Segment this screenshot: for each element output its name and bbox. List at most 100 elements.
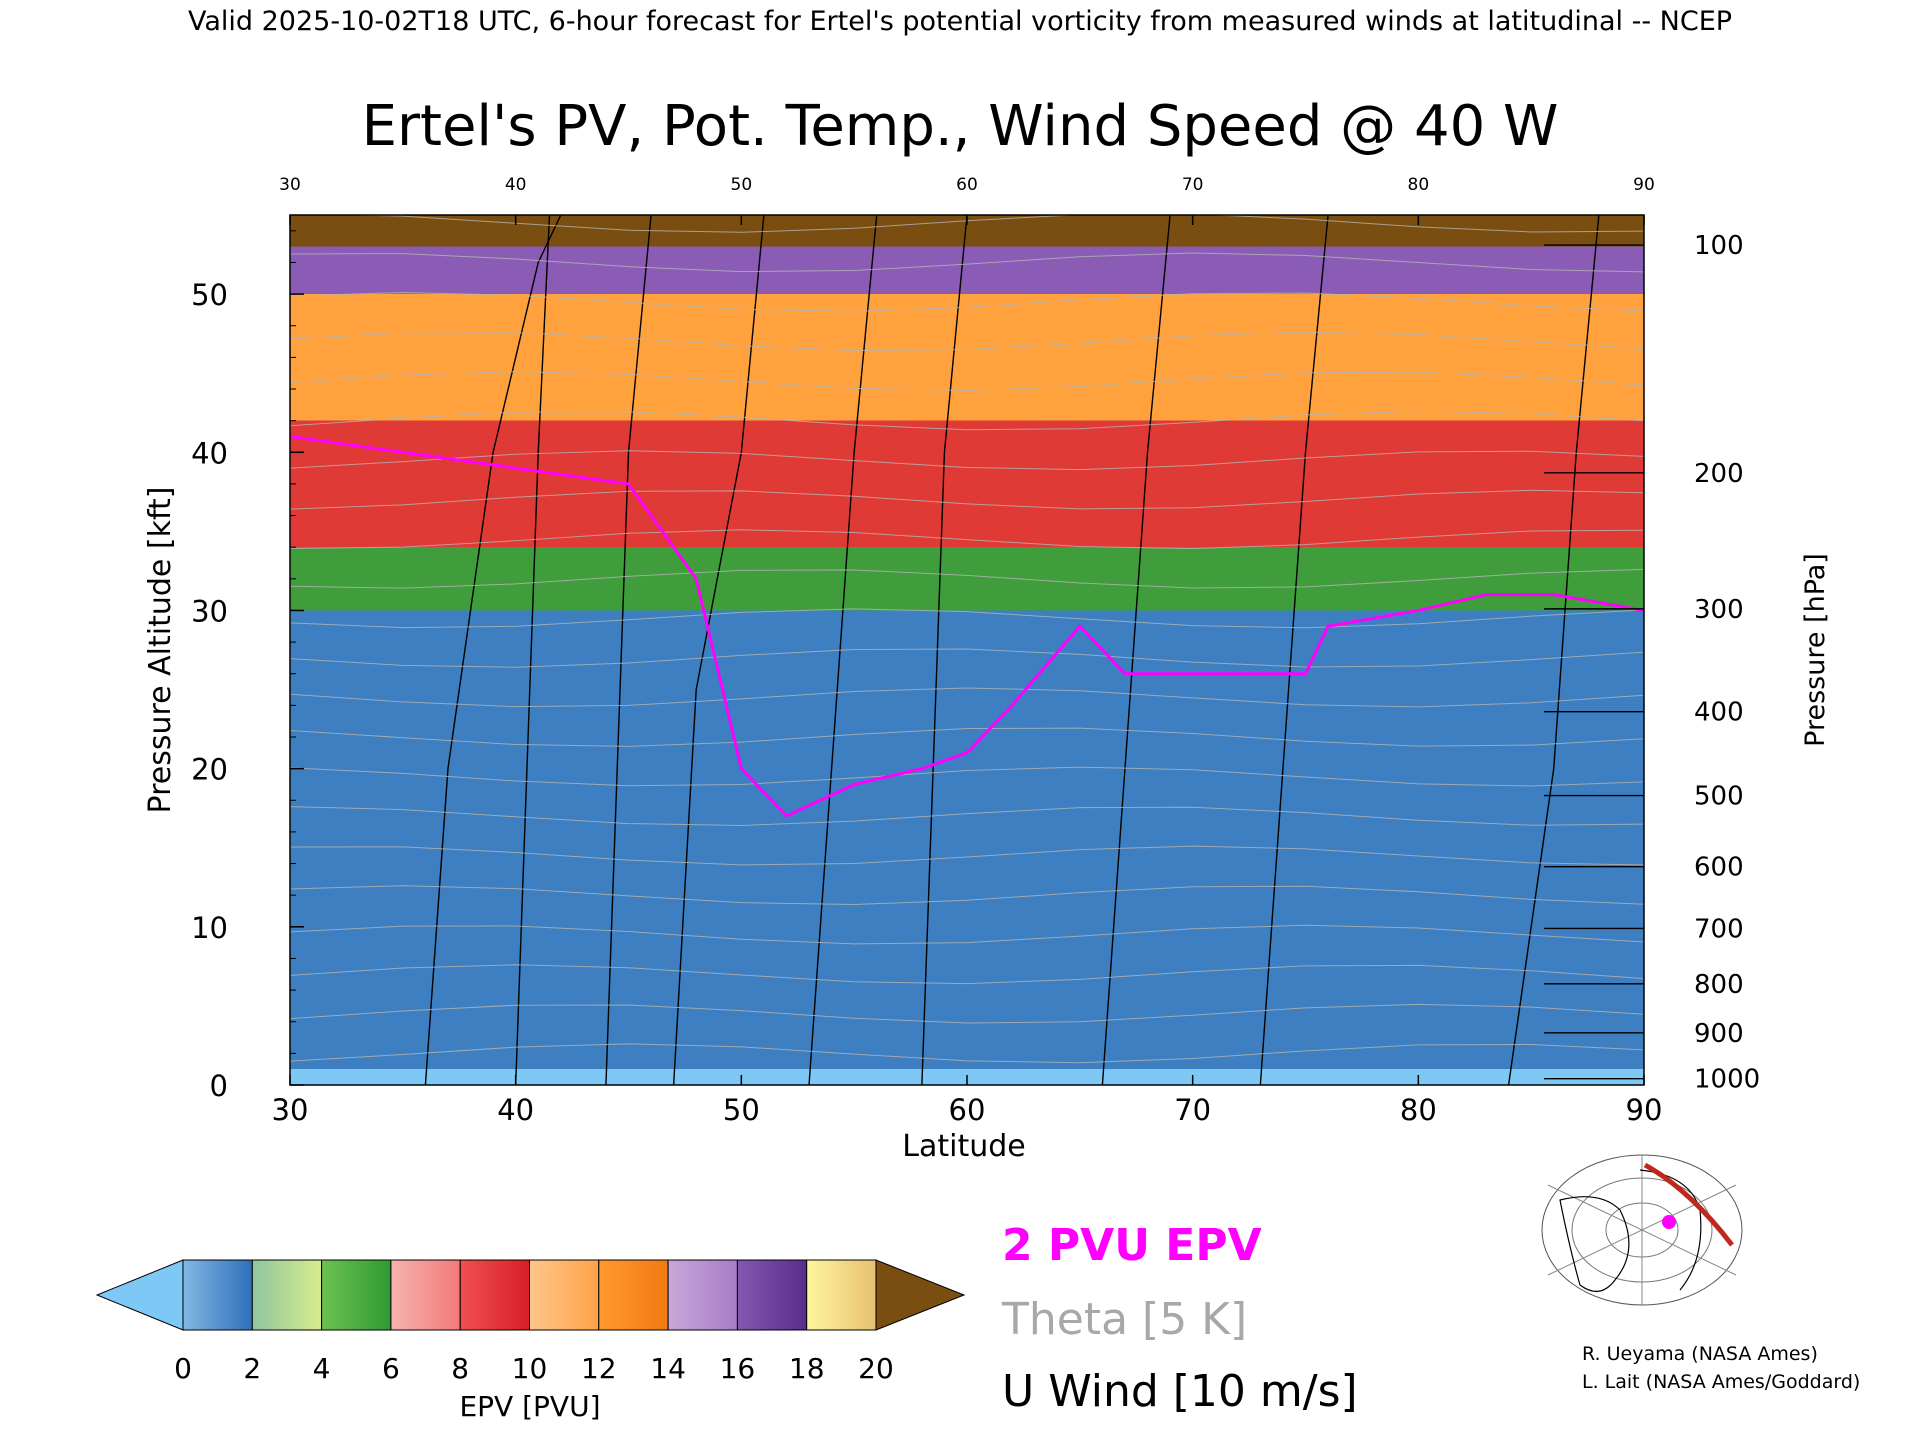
epv-field xyxy=(290,215,1644,1085)
u-wind-contour-line xyxy=(1101,215,1171,1085)
theta-contour-line xyxy=(290,1043,1644,1064)
theta-contour-line xyxy=(290,687,1644,708)
pressure-tick-label: 800 xyxy=(1694,970,1744,1000)
theta-contour-line xyxy=(290,410,1644,431)
x-tick-label: 50 xyxy=(723,1093,760,1127)
theta-contour-line xyxy=(290,1003,1644,1024)
map-meridian-3 xyxy=(1547,1184,1737,1276)
colorbar-band xyxy=(321,1259,392,1331)
theta-contour-line xyxy=(290,371,1644,391)
theta-contour-line xyxy=(290,964,1644,985)
chart-title: Ertel's PV, Pot. Temp., Wind Speed @ 40 … xyxy=(362,94,1559,159)
colorbar-band xyxy=(182,1259,253,1331)
colorbar-band xyxy=(598,1259,669,1331)
map-location-marker xyxy=(1662,1215,1676,1229)
y-tick-label: 50 xyxy=(191,278,228,312)
top-tick-label: 70 xyxy=(1182,175,1204,195)
y-tick-label: 10 xyxy=(191,911,228,945)
theta-contour-line xyxy=(290,806,1644,826)
map-cross-section-path xyxy=(1643,1162,1734,1247)
plot-area xyxy=(289,214,1645,1086)
colorbar-band xyxy=(390,1259,461,1331)
theta-contour-line xyxy=(290,252,1644,273)
theta-contour-line xyxy=(290,568,1644,589)
pressure-tick-label: 200 xyxy=(1694,459,1744,489)
colorbar-band xyxy=(736,1259,808,1331)
colorbar: 0 2 4 6 8 10 12 14 16 18 20 xyxy=(95,1259,966,1385)
pressure-tick-label: 300 xyxy=(1694,595,1744,625)
top-tick-label: 50 xyxy=(731,175,753,195)
credit-1: R. Ueyama (NASA Ames) xyxy=(1582,1343,1818,1365)
y-axis-label: Pressure Altitude [kft] xyxy=(143,487,178,814)
u-wind-contour-line xyxy=(605,215,652,1085)
pressure-tick-label: 600 xyxy=(1694,853,1744,883)
theta-contour-line xyxy=(290,292,1644,312)
theta-contour-line xyxy=(290,727,1644,747)
y-tick-label: 20 xyxy=(191,753,228,787)
theta-contour-line xyxy=(290,489,1644,510)
header-text: Valid 2025-10-02T18 UTC, 6-hour forecast… xyxy=(188,6,1732,37)
u-wind-contour-line xyxy=(1259,215,1329,1085)
colorbar-label: EPV [PVU] xyxy=(459,1390,600,1423)
top-tick-label: 30 xyxy=(279,175,301,195)
theta-contour-line xyxy=(290,648,1644,668)
colorbar-tick-label: 10 xyxy=(512,1352,548,1385)
colorbar-tick-label: 18 xyxy=(789,1352,825,1385)
colorbar-tick-label: 0 xyxy=(174,1352,192,1385)
legend: 2 PVU EPV Theta [5 K] U Wind [10 m/s] xyxy=(1001,1220,1358,1417)
locator-map xyxy=(1541,1154,1743,1306)
theta-contour-line xyxy=(290,450,1644,471)
pressure-tick-label: 400 xyxy=(1694,698,1744,728)
x-tick-label: 30 xyxy=(272,1093,309,1127)
top-tick-label: 60 xyxy=(956,175,978,195)
y-tick-label: 40 xyxy=(191,436,228,470)
colorbar-tick-label: 16 xyxy=(720,1352,756,1385)
pressure-tick-label: 1000 xyxy=(1694,1065,1760,1095)
u-wind-contour-line xyxy=(424,215,562,1085)
pressure-tick-label: 700 xyxy=(1694,914,1744,944)
u-wind-contour-line xyxy=(1507,215,1600,1085)
credit-2: L. Lait (NASA Ames/Goddard) xyxy=(1582,1371,1860,1393)
x-tick-label: 60 xyxy=(949,1093,986,1127)
pressure-tick-label: 100 xyxy=(1694,231,1744,261)
y-tick-label: 0 xyxy=(210,1069,228,1103)
tropopause-2pvu-line xyxy=(290,434,1644,818)
u-wind-contour-line xyxy=(672,215,765,1085)
y-tick-label: 30 xyxy=(191,594,228,628)
colorbar-band xyxy=(667,1259,738,1331)
pressure-tick-label: 500 xyxy=(1694,782,1744,812)
y2-axis-label: Pressure [hPa] xyxy=(1800,553,1831,747)
theta-contour-line xyxy=(290,766,1644,787)
colorbar-band xyxy=(529,1259,600,1331)
theta-contour-line xyxy=(290,331,1644,352)
x-axis-label: Latitude xyxy=(902,1129,1025,1164)
x-tick-label: 70 xyxy=(1174,1093,1211,1127)
x-tick-label: 40 xyxy=(497,1093,534,1127)
pressure-tick-label: 900 xyxy=(1694,1019,1744,1049)
colorbar-tick-label: 2 xyxy=(243,1352,261,1385)
theta-contour-line xyxy=(290,529,1644,550)
u-wind-contour-line xyxy=(808,215,878,1085)
top-tick-label: 80 xyxy=(1408,175,1430,195)
theta-contour-line xyxy=(290,845,1644,866)
colorbar-band xyxy=(806,1259,877,1331)
colorbar-tick-label: 14 xyxy=(650,1352,686,1385)
legend-2pvu-epv: 2 PVU EPV xyxy=(1002,1220,1262,1271)
colorbar-under-arrow xyxy=(95,1259,184,1331)
legend-theta: Theta [5 K] xyxy=(1001,1294,1247,1345)
colorbar-tick-label: 20 xyxy=(858,1352,894,1385)
colorbar-tick-label: 4 xyxy=(313,1352,331,1385)
theta-contour-line xyxy=(290,885,1644,906)
top-tick-label: 90 xyxy=(1633,175,1655,195)
top-tick-label: 40 xyxy=(505,175,527,195)
map-coastline xyxy=(1559,1196,1630,1292)
x-tick-label: 80 xyxy=(1400,1093,1437,1127)
colorbar-tick-label: 8 xyxy=(451,1352,469,1385)
theta-contour-line xyxy=(290,608,1644,629)
colorbar-band xyxy=(459,1259,531,1331)
x-tick-label: 90 xyxy=(1626,1093,1663,1127)
theta-contour-line xyxy=(290,924,1644,945)
colorbar-band xyxy=(251,1259,323,1331)
